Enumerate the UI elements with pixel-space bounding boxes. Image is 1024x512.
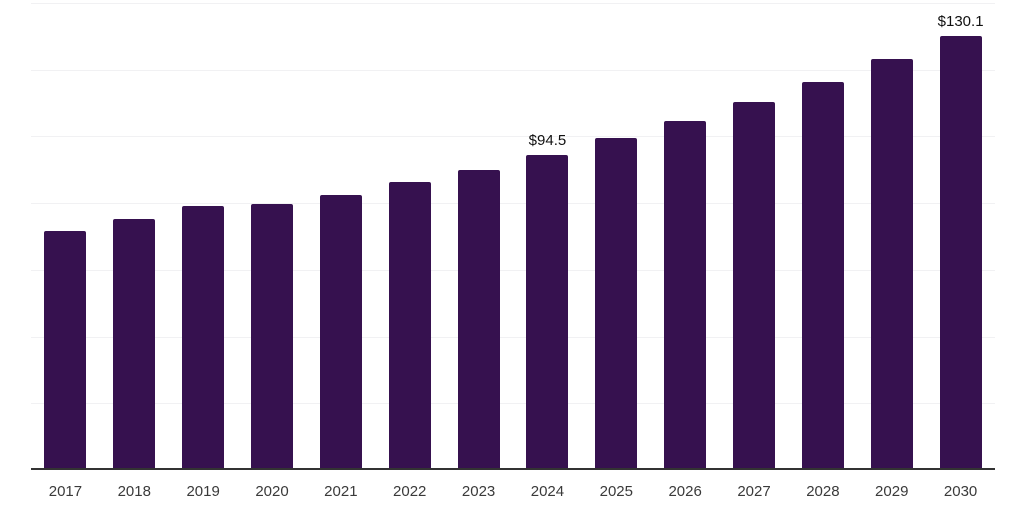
bar xyxy=(939,36,982,470)
bar-band xyxy=(306,3,375,470)
bar-band xyxy=(238,3,307,470)
x-tick-label: 2017 xyxy=(48,483,83,500)
x-axis-line xyxy=(31,468,995,470)
bar-band xyxy=(31,3,100,470)
x-tick-label: 2018 xyxy=(117,483,151,500)
gridline xyxy=(31,403,995,405)
x-tick-label: 2022 xyxy=(393,483,427,500)
bar-value-label: $130.1 xyxy=(937,13,984,31)
gridline xyxy=(31,203,995,205)
bar xyxy=(870,59,913,470)
bar xyxy=(733,102,776,470)
bar-value-label: $94.5 xyxy=(528,131,567,149)
bar xyxy=(801,81,844,470)
bar xyxy=(388,182,431,470)
x-axis-tick-labels: 2017 2018 2019 2020 2021 2022 2023 2024 2025 2026… xyxy=(31,483,995,501)
x-tick-label: 2025 xyxy=(599,483,633,500)
x-tick-label: 2019 xyxy=(186,483,220,500)
bar xyxy=(457,169,500,470)
x-tick-label: 2024 xyxy=(530,483,565,500)
gridline xyxy=(31,269,995,271)
gridline xyxy=(31,69,995,71)
bar xyxy=(251,203,293,470)
gridline xyxy=(31,136,995,138)
bar xyxy=(113,219,156,470)
x-tick-label: 2030 xyxy=(943,483,978,500)
bar-band xyxy=(651,3,720,470)
bar-band: $130.1 xyxy=(926,3,995,470)
bar-band xyxy=(788,3,857,470)
gridline xyxy=(31,336,995,338)
bar-band xyxy=(375,3,444,470)
bar-band xyxy=(720,3,789,470)
plot-area: $94.5 $130.1 xyxy=(31,3,995,470)
bar xyxy=(44,231,87,470)
x-tick-label: 2021 xyxy=(324,483,358,500)
bar xyxy=(182,206,225,470)
bar xyxy=(664,121,707,470)
bars-layer: $94.5 $130.1 xyxy=(31,3,995,470)
x-tick-label: 2020 xyxy=(255,483,289,500)
gridline xyxy=(31,3,995,4)
bar-band: $94.5 xyxy=(513,3,582,470)
x-tick-label: 2026 xyxy=(668,483,702,500)
x-tick-label: 2023 xyxy=(461,483,496,500)
bar xyxy=(526,154,569,470)
bar-band xyxy=(582,3,651,470)
x-tick-label: 2027 xyxy=(737,483,771,500)
bar-band xyxy=(857,3,926,470)
bar-band xyxy=(169,3,238,470)
bar xyxy=(595,138,638,470)
x-tick-label: 2028 xyxy=(806,483,840,500)
bar xyxy=(319,194,362,470)
bar-band xyxy=(100,3,169,470)
bar-band xyxy=(444,3,513,470)
x-tick-label: 2029 xyxy=(875,483,909,500)
